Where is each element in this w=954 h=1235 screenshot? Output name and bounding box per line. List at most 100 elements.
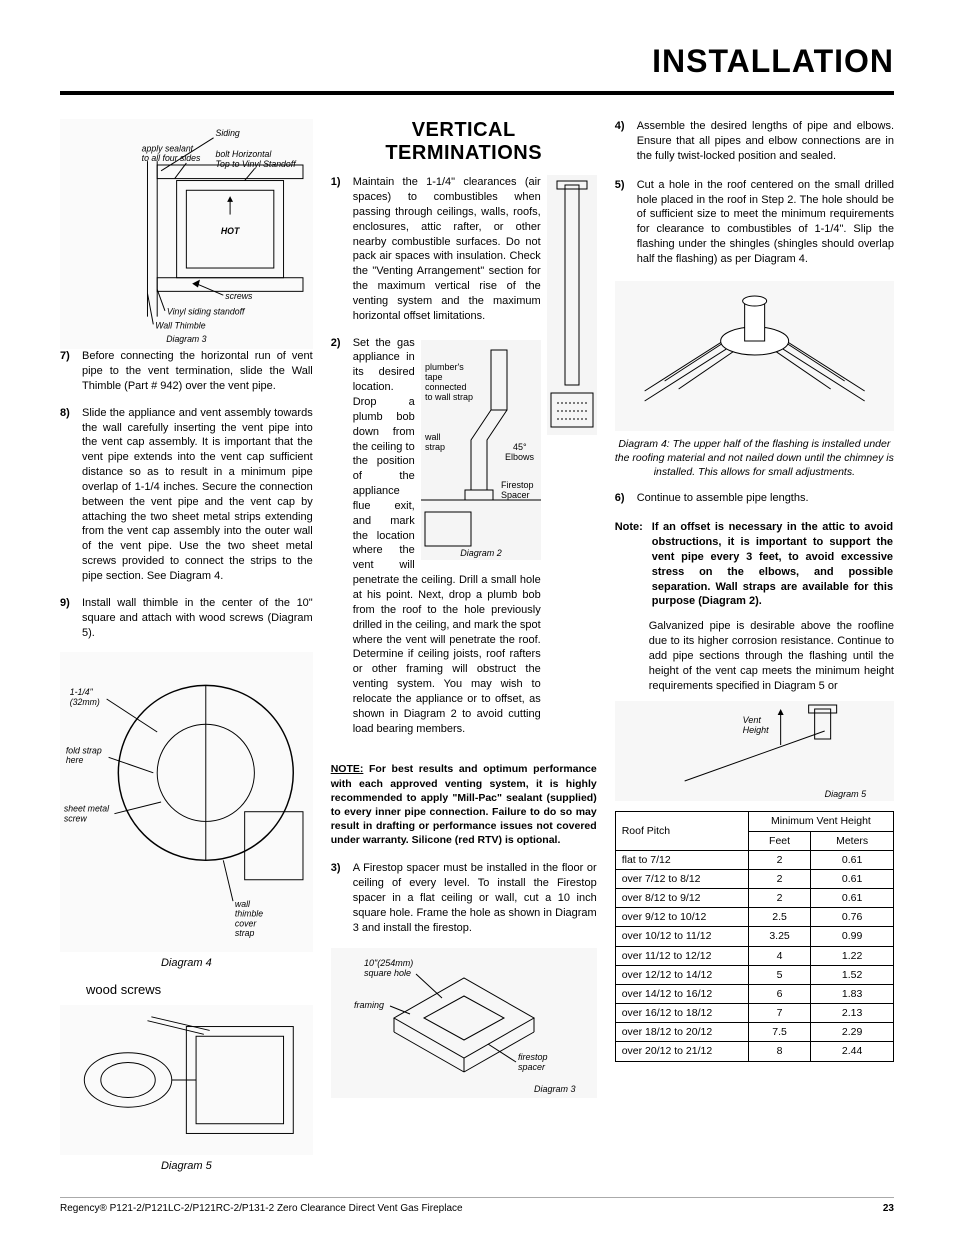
note-block: NOTE: For best results and optimum perfo…: [331, 762, 597, 847]
th-meters: Meters: [811, 831, 894, 850]
step-num: 7): [60, 349, 82, 394]
column-3: 4)Assemble the desired lengths of pipe a…: [615, 119, 894, 1183]
wood-screws-label: wood screws: [86, 981, 313, 999]
step-num: 4): [615, 119, 637, 164]
svg-text:to wall strap: to wall strap: [425, 392, 473, 402]
svg-text:HOT: HOT: [221, 226, 240, 236]
table-row: over 12/12 to 14/1251.52: [615, 965, 893, 984]
th-min-vent-height: Minimum Vent Height: [748, 812, 893, 831]
page-footer: Regency® P121-2/P121LC-2/P121RC-2/P131-2…: [60, 1197, 894, 1216]
page-title: INSTALLATION: [60, 40, 894, 83]
step-4: 4)Assemble the desired lengths of pipe a…: [615, 119, 894, 164]
step-text: Continue to assemble pipe lengths.: [637, 491, 894, 506]
step-3: 3)A Firestop spacer must be installed in…: [331, 861, 597, 935]
step-text: Install wall thimble in the center of th…: [82, 596, 313, 641]
svg-text:Vinyl siding standoff: Vinyl siding standoff: [167, 307, 246, 317]
svg-text:fold strap: fold strap: [66, 746, 102, 756]
svg-text:square hole: square hole: [364, 968, 411, 978]
svg-text:10"(254mm): 10"(254mm): [364, 958, 413, 968]
svg-text:spacer: spacer: [518, 1062, 546, 1072]
step-num: 1): [331, 175, 353, 323]
step-1: 1)Maintain the 1-1/4" clearances (air sp…: [331, 175, 541, 323]
col2-steps-b: 3)A Firestop spacer must be installed in…: [331, 861, 597, 935]
col3-steps-a: 4)Assemble the desired lengths of pipe a…: [615, 119, 894, 267]
galvanized-text: Galvanized pipe is desirable above the r…: [649, 619, 894, 693]
col3-steps-b: 6)Continue to assemble pipe lengths.: [615, 491, 894, 506]
svg-text:thimble: thimble: [235, 909, 263, 919]
svg-text:Diagram 3: Diagram 3: [534, 1084, 576, 1094]
note-body: If an offset is necessary in the attic t…: [652, 520, 893, 609]
step-text: plumber's tape connected to wall strap w…: [353, 336, 541, 737]
svg-text:Top to Vinyl Standoff: Top to Vinyl Standoff: [216, 159, 298, 169]
step-text: Cut a hole in the roof centered on the s…: [637, 178, 894, 267]
diagram-4-left: 1-1/4" (32mm) fold strap here sheet meta…: [60, 652, 313, 952]
diagram-5-left-caption: Diagram 5: [60, 1159, 313, 1174]
svg-text:screw: screw: [64, 814, 88, 824]
svg-text:Diagram 2: Diagram 2: [460, 548, 502, 558]
footer-left: Regency® P121-2/P121LC-2/P121RC-2/P131-2…: [60, 1202, 463, 1216]
diagram-4-right-caption: Diagram 4: The upper half of the flashin…: [615, 437, 894, 480]
svg-text:1-1/4": 1-1/4": [70, 687, 94, 697]
step-num: 6): [615, 491, 637, 506]
col1-steps: 7)Before connecting the horizontal run o…: [60, 349, 313, 640]
table-row: over 7/12 to 8/1220.61: [615, 869, 893, 888]
table-row: flat to 7/1220.61: [615, 850, 893, 869]
svg-text:plumber's: plumber's: [425, 362, 464, 372]
diagram-5-left: [60, 1005, 313, 1155]
note-label: Note:: [615, 520, 649, 535]
note-label: NOTE:: [331, 763, 364, 775]
svg-text:cover: cover: [235, 919, 257, 929]
step-text: Maintain the 1-1/4" clearances (air spac…: [353, 175, 541, 323]
diagram-4-right: [615, 281, 894, 431]
step-num: 8): [60, 406, 82, 584]
svg-text:Firestop: Firestop: [501, 480, 534, 490]
svg-text:wall: wall: [424, 432, 441, 442]
svg-text:strap: strap: [425, 442, 445, 452]
diagram-5-right: Vent Height Diagram 5: [615, 701, 894, 801]
step-text: A Firestop spacer must be installed in t…: [353, 861, 597, 935]
svg-text:framing: framing: [354, 1000, 384, 1010]
svg-text:connected: connected: [425, 382, 467, 392]
table-row: over 16/12 to 18/1272.13: [615, 1004, 893, 1023]
step-num: 2): [331, 336, 353, 737]
step-num: 3): [331, 861, 353, 935]
step-8: 8)Slide the appliance and vent assembly …: [60, 406, 313, 584]
svg-text:strap: strap: [235, 929, 255, 939]
svg-text:firestop: firestop: [518, 1052, 548, 1062]
table-row: over 10/12 to 11/123.250.99: [615, 927, 893, 946]
svg-text:Diagram 5: Diagram 5: [824, 789, 867, 799]
svg-text:Diagram 3: Diagram 3: [166, 334, 206, 344]
diagram-2-figure: plumber's tape connected to wall strap w…: [421, 340, 541, 560]
step-5: 5)Cut a hole in the roof centered on the…: [615, 178, 894, 267]
diagram-4-left-caption: Diagram 4: [60, 956, 313, 971]
svg-text:screws: screws: [225, 291, 253, 301]
footer-page-number: 23: [883, 1202, 894, 1216]
table-row: over 18/12 to 20/127.52.29: [615, 1023, 893, 1042]
diagram-3-top: HOT Siding apply sealant to all four sid…: [60, 119, 313, 349]
step-num: 9): [60, 596, 82, 641]
step-6: 6)Continue to assemble pipe lengths.: [615, 491, 894, 506]
table-row: over 9/12 to 10/122.50.76: [615, 908, 893, 927]
svg-text:sheet metal: sheet metal: [64, 804, 110, 814]
svg-text:wall: wall: [235, 899, 251, 909]
svg-text:bolt Horizontal: bolt Horizontal: [216, 149, 273, 159]
step-text: Assemble the desired lengths of pipe and…: [637, 119, 894, 164]
th-roof-pitch: Roof Pitch: [615, 812, 748, 850]
step-text: Before connecting the horizontal run of …: [82, 349, 313, 394]
vertical-terminations-title: Vertical Terminations: [331, 119, 597, 165]
svg-text:Height: Height: [742, 725, 769, 735]
diagram-3-mid: 10"(254mm) square hole framing firestop …: [331, 948, 597, 1098]
step-9: 9)Install wall thimble in the center of …: [60, 596, 313, 641]
svg-text:Vent: Vent: [742, 715, 761, 725]
svg-text:Elbows: Elbows: [505, 452, 535, 462]
column-1: HOT Siding apply sealant to all four sid…: [60, 119, 313, 1183]
th-feet: Feet: [748, 831, 810, 850]
title-rule: [60, 91, 894, 95]
svg-text:(32mm): (32mm): [70, 697, 100, 707]
roof-pitch-table: Roof Pitch Minimum Vent Height Feet Mete…: [615, 811, 894, 1061]
table-row: over 14/12 to 16/1261.83: [615, 984, 893, 1003]
step-2: 2) plumber's tape connected: [331, 336, 541, 737]
svg-text:Wall Thimble: Wall Thimble: [155, 320, 205, 330]
svg-text:tape: tape: [425, 372, 443, 382]
svg-text:apply sealant: apply sealant: [142, 144, 194, 154]
